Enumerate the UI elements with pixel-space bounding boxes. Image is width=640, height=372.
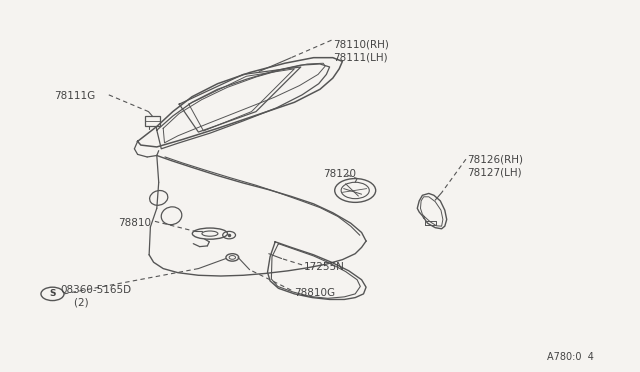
Text: 78810G: 78810G: [294, 288, 335, 298]
Text: A780:0  4: A780:0 4: [547, 352, 594, 362]
Text: 78126(RH)
78127(LH): 78126(RH) 78127(LH): [467, 154, 524, 177]
Text: S: S: [49, 289, 56, 298]
Text: 78111G: 78111G: [54, 91, 95, 101]
Text: 78120: 78120: [323, 169, 356, 179]
Text: 08360-5165D
    (2): 08360-5165D (2): [61, 285, 132, 308]
Text: 78110(RH)
78111(LH): 78110(RH) 78111(LH): [333, 39, 388, 62]
Text: 17255N: 17255N: [304, 262, 345, 272]
Text: 78810: 78810: [118, 218, 152, 228]
